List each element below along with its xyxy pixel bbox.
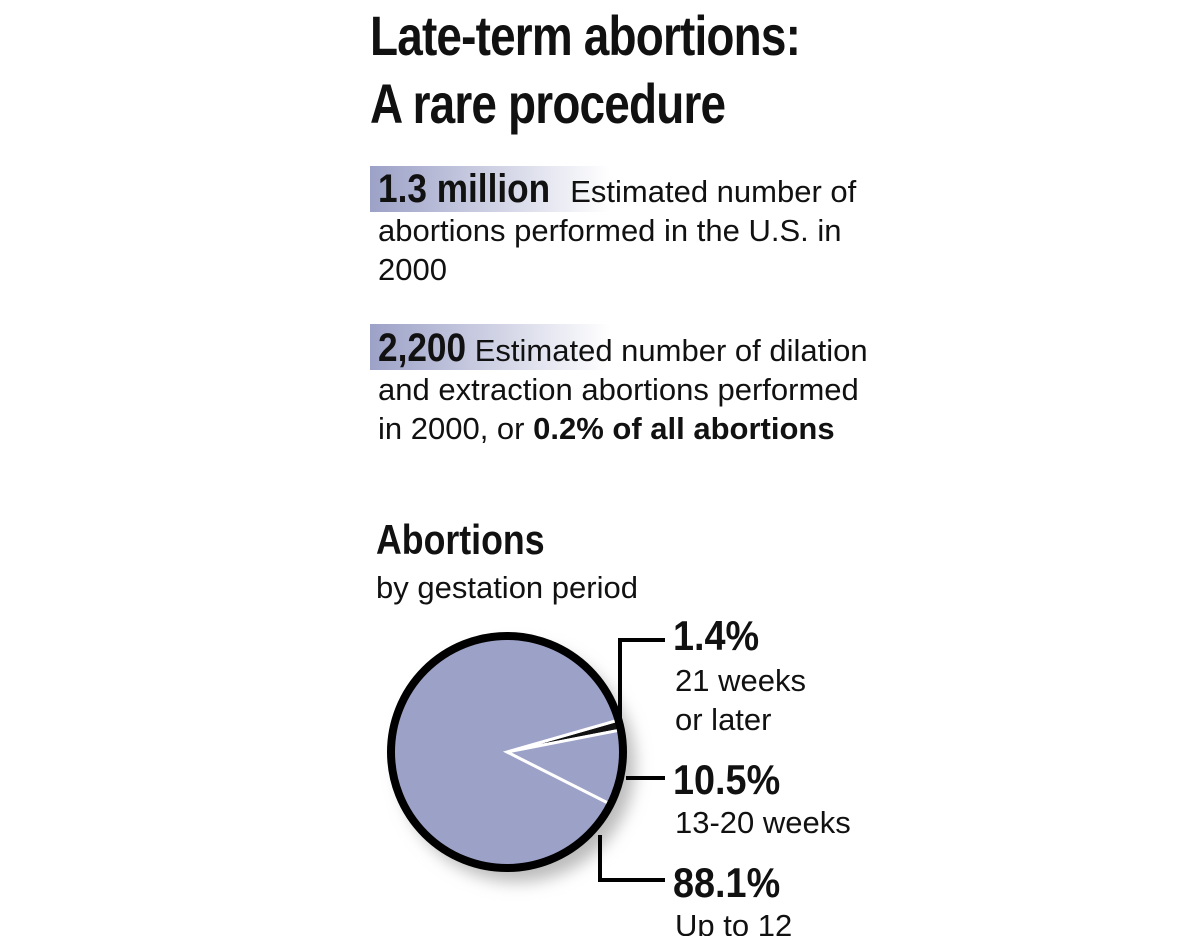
fact: 2,200 Estimated number of dilation and e… [378,326,888,448]
fact-text: Estimated number of abortions performed … [378,174,857,287]
chart-subtitle: by gestation period [376,570,638,605]
fact: 1.3 million Estimated number of abortion… [378,167,888,289]
value-label: 10.5% [673,756,781,803]
fact-figure: 1.3 million [378,167,551,211]
value-label: 88.1% [673,859,781,906]
title-line: A rare procedure [370,72,726,135]
chart-title: Abortions [376,516,545,563]
title-line: Late-term abortions: [370,4,801,67]
fact-text: Estimated number of dilation and extract… [378,333,868,446]
highlight [370,324,610,370]
pie-border [387,632,627,872]
category-label: 21 weeks or later [675,663,806,737]
leader-line [598,835,665,882]
fact-bold: 0.2% of all abortions [533,411,835,446]
leader-line [618,638,665,718]
highlight [370,166,610,212]
value-label: 1.4% [673,612,760,659]
category-label: 13-20 weeks [675,805,851,840]
fact-figure: 2,200 [378,326,467,370]
category-label: Up to 12 [675,908,793,936]
